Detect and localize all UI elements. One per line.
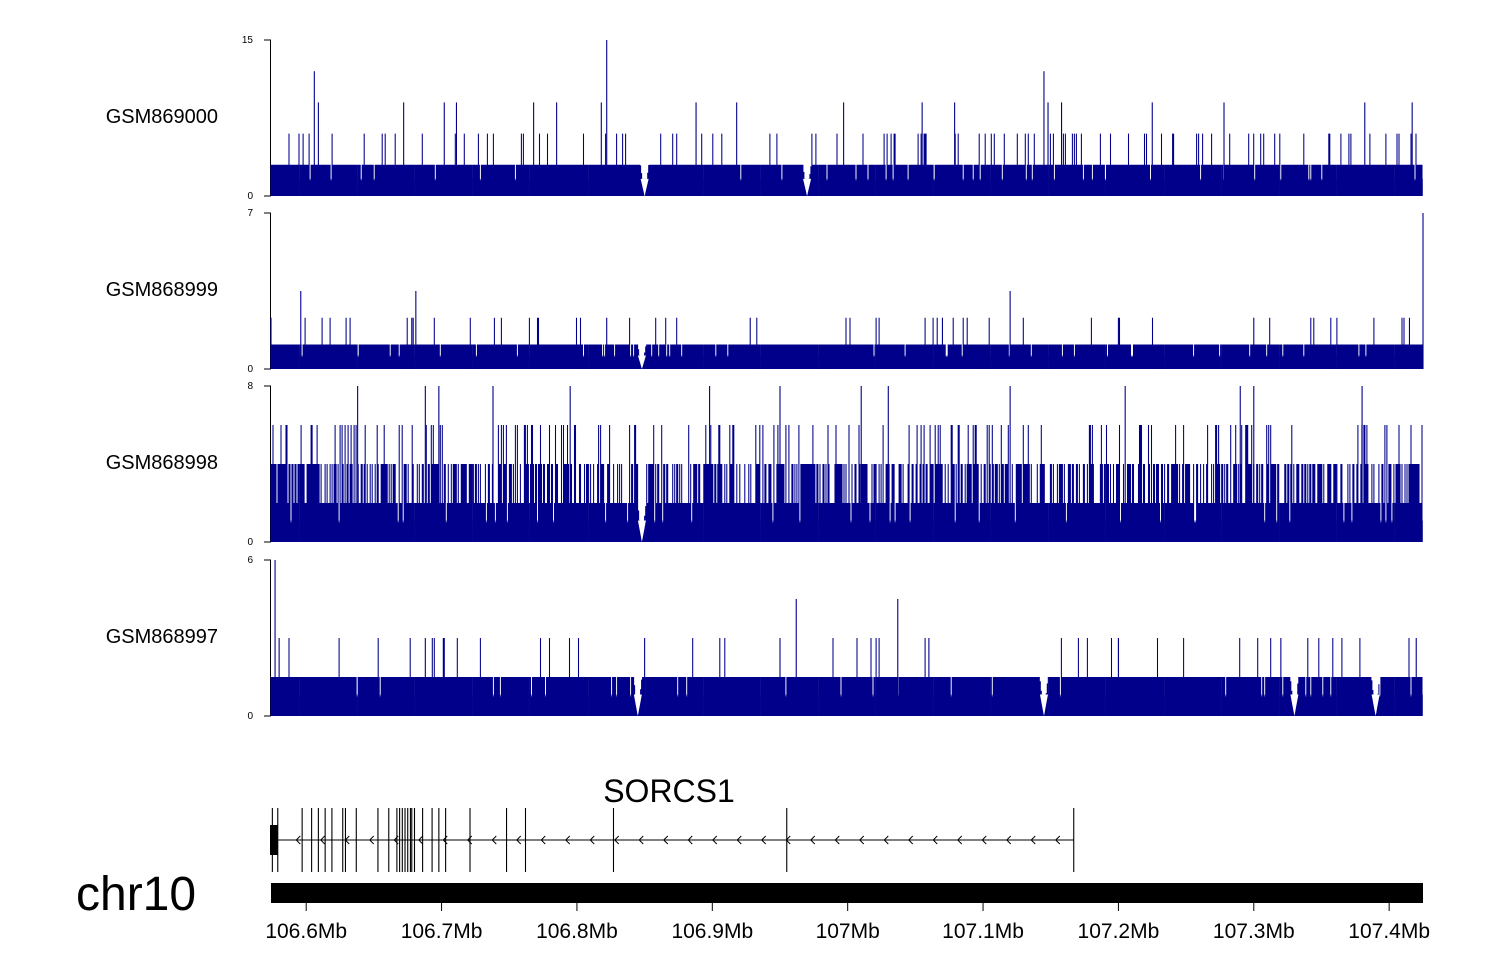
strand-arrow [565, 835, 571, 845]
strand-arrow [687, 835, 693, 845]
strand-arrow [369, 835, 375, 845]
strand-arrow [859, 835, 865, 845]
y-tick-label-min: 0 [247, 711, 253, 722]
y-tick-label-max: 8 [247, 381, 253, 392]
y-tick-label-min: 0 [247, 537, 253, 548]
signal-tracks: GSM869000150GSM86899970GSM86899880GSM868… [106, 35, 1424, 722]
strand-arrow [761, 835, 767, 845]
strand-arrow [516, 835, 522, 845]
signal-baseline-fill [271, 355, 1423, 369]
track-gsm869000: GSM869000 15 0 [106, 35, 1423, 202]
track-label: GSM868997 [106, 626, 218, 648]
strand-arrow [614, 835, 620, 845]
y-tick-label-max: 6 [247, 555, 253, 566]
y-tick-label-max: 15 [242, 35, 254, 46]
strand-arrow [540, 835, 546, 845]
gene-utr-block [270, 825, 278, 855]
track-gsm868997: GSM868997 6 0 [106, 555, 1423, 722]
track-label: GSM868998 [106, 452, 218, 474]
x-tick-label: 106.8Mb [536, 920, 618, 943]
signal-baseline-fill [271, 520, 1423, 542]
chromosome-ideogram: chr10 106.6Mb 106.7Mb 106.8Mb 106.9Mb 107Mb 10… [76, 868, 1430, 943]
signal-dip [637, 355, 646, 369]
signal-dip [637, 520, 646, 542]
x-tick-label: 107.4Mb [1348, 920, 1430, 943]
signal-dip [1290, 694, 1299, 716]
y-tick-label-max: 7 [247, 208, 253, 219]
x-tick-label: 107Mb [816, 920, 880, 943]
strand-arrow [932, 835, 938, 845]
strand-arrow [736, 835, 742, 845]
signal-dip [633, 694, 642, 716]
chromosome-label: chr10 [76, 868, 196, 921]
gene-track: SORCS1 [270, 773, 1075, 872]
strand-arrow [320, 835, 326, 845]
strand-arrow [1006, 835, 1012, 845]
signal-baseline-fill [271, 178, 1423, 196]
signal-baseline-fill [271, 694, 1423, 716]
gene-label: SORCS1 [603, 773, 735, 809]
strand-arrow [491, 835, 497, 845]
track-gsm868999: GSM868999 7 0 [106, 208, 1424, 375]
strand-arrow [1055, 835, 1061, 845]
strand-arrow [418, 835, 424, 845]
signal-dip [1371, 694, 1380, 716]
signal-dip [640, 178, 649, 196]
signal-dip [1039, 694, 1048, 716]
strand-arrow [295, 835, 301, 845]
y-tick-label-min: 0 [247, 191, 253, 202]
strand-arrow [834, 835, 840, 845]
strand-arrow [663, 835, 669, 845]
strand-arrow [589, 835, 595, 845]
x-tick-label: 107.1Mb [942, 920, 1024, 943]
x-tick-label: 106.7Mb [401, 920, 483, 943]
strand-arrow [883, 835, 889, 845]
x-tick-label: 107.3Mb [1213, 920, 1295, 943]
x-tick-label: 106.9Mb [671, 920, 753, 943]
chromosome-bar [271, 883, 1423, 903]
strand-arrow [908, 835, 914, 845]
strand-arrow [981, 835, 987, 845]
strand-arrow [957, 835, 963, 845]
strand-arrow [638, 835, 644, 845]
strand-arrow [810, 835, 816, 845]
track-label: GSM869000 [106, 106, 218, 128]
track-label: GSM868999 [106, 279, 218, 301]
strand-arrow [712, 835, 718, 845]
x-tick-label: 107.2Mb [1078, 920, 1160, 943]
signal-dip [803, 178, 812, 196]
x-tick-label: 106.6Mb [265, 920, 347, 943]
y-tick-label-min: 0 [247, 364, 253, 375]
track-gsm868998: GSM868998 8 0 [106, 381, 1423, 548]
strand-arrow [1030, 835, 1036, 845]
